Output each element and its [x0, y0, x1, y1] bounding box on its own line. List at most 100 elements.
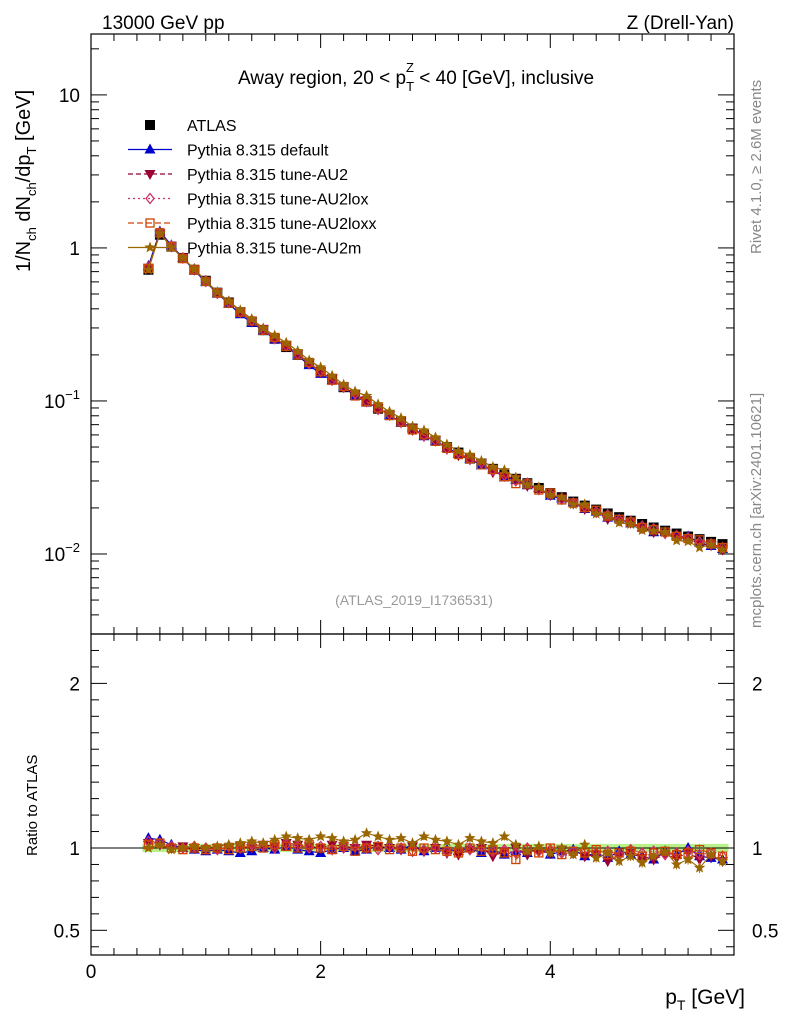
ratio-point-4 — [556, 842, 568, 853]
ratio-point-4 — [234, 837, 246, 848]
y-tick-exponent: −2 — [65, 540, 80, 555]
main-panel — [142, 225, 729, 556]
series-point-4 — [337, 378, 350, 390]
ratio-tick-label: 2 — [69, 674, 80, 695]
y-tick-base: 10 — [44, 392, 65, 413]
series-point-4 — [521, 478, 533, 490]
series-point-4 — [234, 304, 246, 316]
header-right: Z (Drell-Yan) — [627, 13, 734, 34]
ratio-tick-label-right: 0.5 — [752, 921, 778, 942]
series-point-4 — [567, 498, 579, 510]
series-point-4 — [406, 420, 419, 432]
ratio-point-4 — [142, 842, 155, 853]
y-title-d: [GeV] — [13, 90, 35, 147]
ratio-point-3 — [419, 843, 429, 853]
ratio-point-2 — [373, 843, 383, 856]
series-line-3 — [147, 231, 723, 549]
legend-label-4: Pythia 8.315 tune-AU2m — [187, 241, 361, 258]
series-point-4 — [429, 431, 442, 443]
ratio-point-4 — [647, 850, 660, 862]
series-point-4 — [579, 498, 591, 510]
series-point-4 — [142, 263, 155, 275]
legend-label-atlas: ATLAS — [187, 118, 237, 135]
ratio-point-4 — [521, 845, 533, 857]
legend-label-0: Pythia 8.315 default — [187, 143, 329, 160]
series-point-2 — [568, 496, 579, 509]
ratio-point-4 — [314, 830, 327, 842]
y-title-b: dN — [13, 196, 35, 227]
series-point-4 — [625, 518, 637, 529]
watermark: (ATLAS_2019_I1736531) — [335, 592, 493, 608]
series-point-2 — [717, 541, 728, 554]
ratio-point-4 — [705, 848, 717, 860]
series-point-4 — [613, 516, 625, 528]
series-point-4 — [556, 491, 568, 503]
ratio-point-2 — [155, 837, 165, 850]
series-point-2 — [706, 537, 716, 550]
series-line-1 — [147, 232, 723, 551]
series-point-4 — [211, 286, 223, 297]
series-point-4 — [487, 460, 499, 472]
ratio-point-4 — [567, 848, 579, 860]
ratio-point-2 — [419, 843, 429, 856]
y-tick-label: 10 — [59, 86, 80, 107]
series-point-4 — [303, 354, 315, 366]
series-line-2 — [147, 231, 723, 549]
series-point-4 — [269, 329, 281, 341]
y-tick-label: 10−2 — [44, 540, 80, 566]
series-point-4 — [452, 445, 465, 457]
series-point-2 — [545, 487, 556, 500]
ratio-point-4 — [429, 833, 442, 845]
x-tick-label: 4 — [545, 962, 556, 983]
ratio-point-4 — [475, 835, 488, 847]
title-post: < 40 [GeV], inclusive — [414, 68, 594, 89]
ratio-point-1 — [602, 857, 614, 868]
title-sup: Z — [406, 60, 414, 75]
ratio-point-4 — [579, 838, 591, 850]
legend-label-1: Pythia 8.315 tune-AU2 — [187, 167, 348, 184]
x-title-sub: T — [677, 997, 686, 1013]
y-title-b-sub: ch — [24, 182, 39, 196]
ratio-point-2 — [442, 845, 452, 858]
series-point-4 — [510, 471, 522, 483]
ratio-point-4 — [487, 837, 499, 848]
series-line-0 — [147, 230, 723, 550]
series-point-4 — [395, 412, 407, 423]
ratio-point-4 — [337, 835, 350, 847]
ratio-point-4 — [602, 846, 614, 858]
series-point-4 — [544, 489, 556, 500]
series-point-4 — [372, 398, 384, 410]
legend: ATLAS Pythia 8.315 default Pythia 8.315 tu… — [128, 118, 376, 258]
title-pre: Away region, 20 < p — [238, 68, 406, 89]
header-left: 13000 GeV pp — [102, 13, 225, 34]
ratio-point-4 — [165, 843, 178, 855]
series-point-4 — [188, 263, 200, 274]
ratio-point-4 — [326, 832, 338, 843]
series-point-4 — [693, 541, 706, 553]
ratio-tick-label: 0.5 — [54, 921, 80, 942]
y-tick-base: 10 — [59, 86, 80, 107]
ratio-point-4 — [498, 830, 511, 842]
ratio-point-4 — [349, 833, 361, 845]
rivet-label: Rivet 4.1.0, ≥ 2.6M events — [748, 80, 765, 254]
y-tick-base: 1 — [69, 239, 80, 260]
ratio-point-4 — [693, 861, 706, 873]
y-axis-title: 1/Nch dNch/dpT [GeV] — [13, 90, 39, 272]
ratio-point-2 — [694, 848, 705, 861]
y-tick-base: 10 — [44, 545, 65, 566]
ratio-point-4 — [544, 846, 556, 858]
series-point-4 — [383, 405, 396, 417]
series-point-4 — [177, 251, 189, 263]
ratio-point-4 — [682, 853, 694, 865]
series-point-4 — [670, 534, 683, 546]
ratio-point-3 — [430, 844, 441, 855]
ratio-point-3 — [281, 841, 291, 852]
ratio-point-3 — [511, 854, 521, 865]
ratio-frame — [90, 633, 735, 956]
mcplots-label: mcplots.cern.ch [arXiv:2401.10621] — [748, 393, 765, 628]
ratio-point-3 — [465, 843, 475, 853]
legend-marker-atlas — [145, 120, 155, 130]
ratio-point-3 — [453, 848, 464, 858]
y-tick-label: 10−1 — [44, 387, 80, 413]
